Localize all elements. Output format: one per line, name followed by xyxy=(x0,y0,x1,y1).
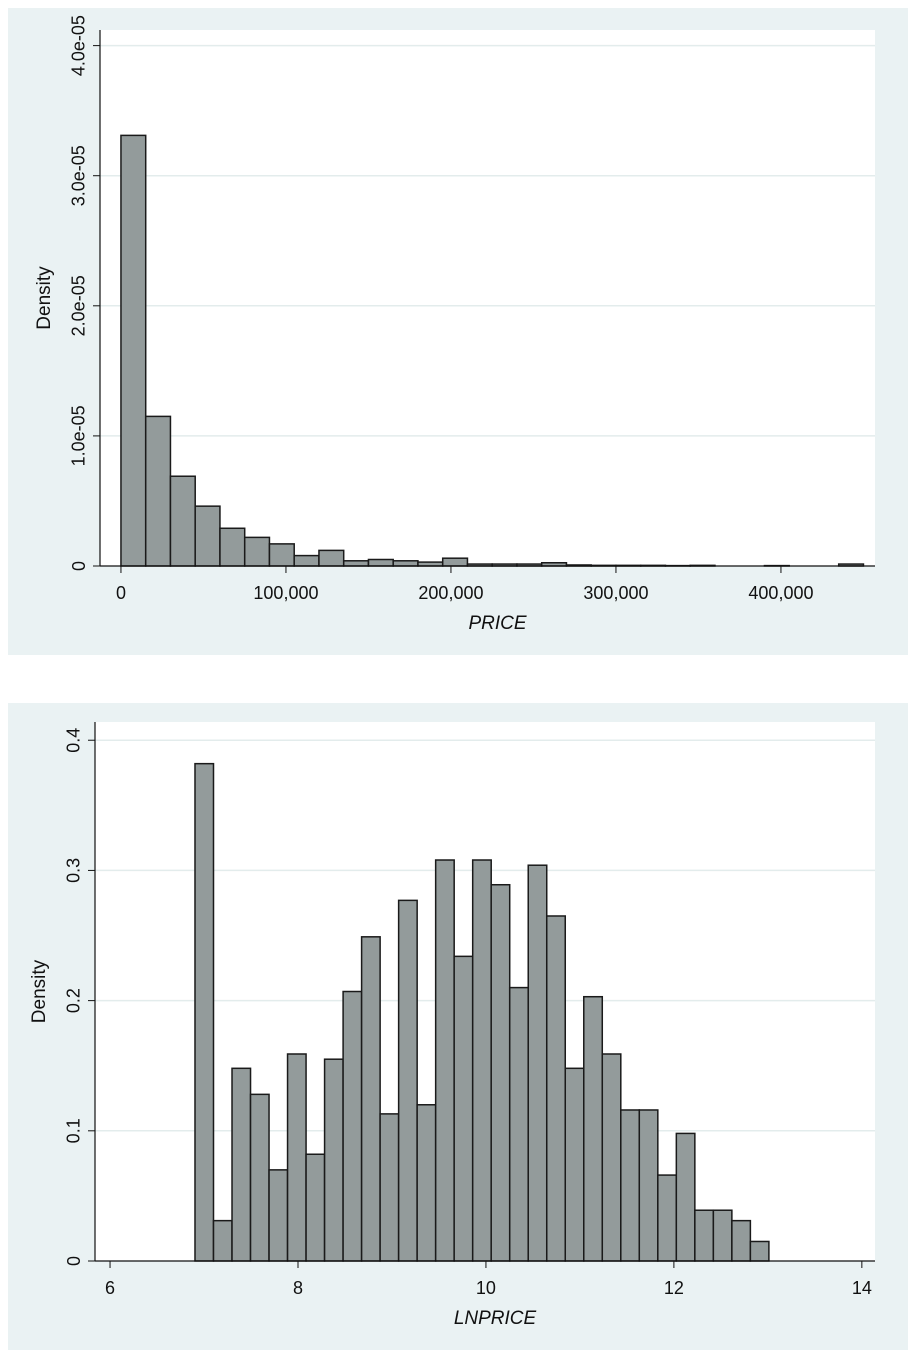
x-tick-label: 8 xyxy=(293,1278,303,1298)
histogram-bar xyxy=(305,1153,326,1262)
histogram-bar xyxy=(712,1209,733,1262)
histogram-bar xyxy=(212,1219,233,1262)
histogram-bar xyxy=(194,505,221,567)
histogram-bar xyxy=(434,859,455,1262)
y-tick-label: 3.0e-05 xyxy=(69,145,89,206)
x-axis-title: PRICE xyxy=(468,613,526,634)
histogram-bar xyxy=(583,995,604,1262)
histogram-bar xyxy=(657,1174,678,1262)
y-tick-label: 1.0e-05 xyxy=(69,405,89,466)
histogram-bar xyxy=(638,1109,659,1262)
histogram-bar xyxy=(749,1240,770,1262)
histogram-bar xyxy=(367,558,394,567)
histogram-bar xyxy=(243,536,271,567)
y-tick-label: 2.0e-05 xyxy=(69,275,89,336)
y-tick-label: 0.2 xyxy=(64,988,84,1013)
histogram-bar xyxy=(441,557,469,567)
histogram-bar xyxy=(564,1067,585,1262)
histogram-bar xyxy=(379,1113,400,1262)
histogram-bar xyxy=(694,1209,715,1262)
histogram-bar xyxy=(416,1104,437,1262)
x-axis-title: LNPRICE xyxy=(454,1308,537,1329)
histogram-bar xyxy=(490,883,511,1262)
histogram-bar xyxy=(286,1053,307,1262)
y-tick-label: 0.3 xyxy=(64,858,84,883)
y-axis-title: Density xyxy=(34,266,55,330)
y-tick-label: 0.4 xyxy=(64,728,84,753)
histogram-bar xyxy=(342,560,370,567)
y-tick-label: 0 xyxy=(69,561,89,571)
histogram-bar xyxy=(527,864,548,1262)
histogram-bar xyxy=(545,915,567,1262)
histogram-bar xyxy=(169,475,196,567)
histogram-bar xyxy=(249,1093,270,1262)
y-tick-label: 0.1 xyxy=(64,1118,84,1143)
histogram-bar xyxy=(397,899,418,1262)
histogram-bar xyxy=(342,990,363,1262)
histogram-bar xyxy=(471,859,492,1262)
x-tick-label: 10 xyxy=(476,1278,496,1298)
histogram-bar xyxy=(194,762,215,1262)
y-tick-label: 4.0e-05 xyxy=(69,15,89,76)
histogram-bar xyxy=(120,134,147,567)
histogram-bar xyxy=(144,415,172,567)
histogram-bar xyxy=(601,1053,622,1262)
histogram-bar xyxy=(219,527,246,567)
x-tick-label: 14 xyxy=(852,1278,872,1298)
x-tick-label: 12 xyxy=(664,1278,684,1298)
histogram-bar xyxy=(293,554,320,567)
histogram-bar xyxy=(508,986,529,1262)
histogram-bar xyxy=(453,955,474,1262)
histogram-bar xyxy=(675,1132,696,1262)
x-tick-label: 0 xyxy=(116,583,126,603)
x-tick-label: 6 xyxy=(105,1278,115,1298)
histogram-bar xyxy=(360,936,381,1262)
plot-area xyxy=(100,30,875,566)
histogram-bar xyxy=(268,543,295,567)
histogram-bar xyxy=(323,1058,344,1262)
histogram-bar xyxy=(392,560,419,567)
y-axis-title: Density xyxy=(29,959,50,1023)
histogram-bar xyxy=(620,1109,641,1262)
x-tick-label: 300,000 xyxy=(583,583,648,603)
x-tick-label: 400,000 xyxy=(748,583,813,603)
x-tick-label: 200,000 xyxy=(418,583,483,603)
histogram-bar xyxy=(318,549,345,567)
histogram-bar xyxy=(731,1219,752,1262)
histogram-bar xyxy=(231,1067,252,1262)
x-tick-label: 100,000 xyxy=(253,583,318,603)
y-tick-label: 0 xyxy=(64,1256,84,1266)
histogram-bar xyxy=(268,1169,289,1262)
